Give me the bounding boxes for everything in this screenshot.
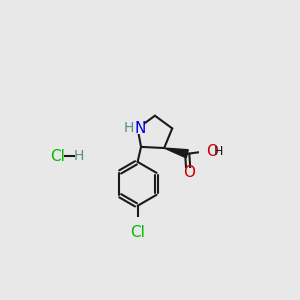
Text: O: O bbox=[184, 165, 196, 180]
FancyBboxPatch shape bbox=[75, 152, 83, 161]
FancyBboxPatch shape bbox=[185, 168, 192, 177]
FancyBboxPatch shape bbox=[131, 217, 144, 226]
Text: H: H bbox=[124, 122, 134, 135]
FancyBboxPatch shape bbox=[131, 123, 144, 134]
Polygon shape bbox=[164, 148, 188, 158]
FancyBboxPatch shape bbox=[200, 147, 210, 156]
Text: Cl: Cl bbox=[50, 148, 65, 164]
FancyBboxPatch shape bbox=[52, 151, 64, 161]
Text: O: O bbox=[206, 144, 218, 159]
Text: Cl: Cl bbox=[130, 225, 145, 240]
Text: H: H bbox=[74, 149, 84, 163]
Text: N: N bbox=[134, 121, 146, 136]
Text: H: H bbox=[213, 145, 223, 158]
